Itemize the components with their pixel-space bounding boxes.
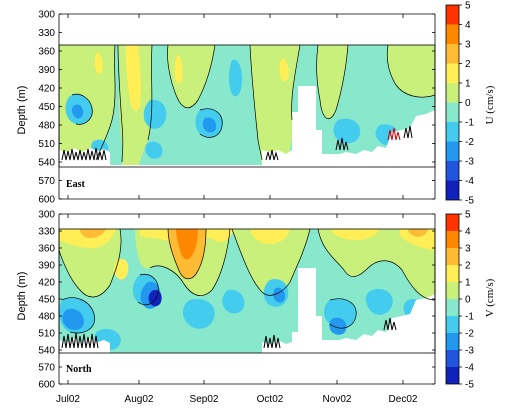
- east-y-tick-label: 360: [38, 47, 55, 58]
- east-y-tick-label: 450: [38, 102, 55, 113]
- north-colorbar-swatch: [446, 333, 459, 350]
- east-colorbar-swatch: [446, 63, 459, 83]
- north-colorbar-swatch: [446, 214, 459, 231]
- north-y-tick-label: 570: [38, 363, 55, 374]
- east-colorbar-swatch: [446, 24, 459, 44]
- east-y-label: Depth (m): [16, 86, 28, 135]
- north-colorbar-swatch: [446, 299, 459, 316]
- north-colorbar-tick-label: 1: [465, 278, 471, 289]
- north-panel-label: North: [66, 364, 92, 375]
- north-colorbar-tick-label: -1: [465, 312, 474, 323]
- east-field: [59, 45, 435, 167]
- north-y-tick-label: 600: [38, 380, 55, 391]
- east-colorbar-tick-label: -1: [465, 118, 474, 129]
- north-y-axis: 300 330 360 390 420 450 480 510 540 570 600: [38, 210, 436, 391]
- north-y-tick-label: 360: [38, 244, 55, 255]
- east-colorbar-tick-label: 5: [465, 1, 471, 12]
- north-colorbar-swatch: [446, 367, 459, 384]
- east-y-tick-label: 390: [38, 65, 55, 76]
- north-colorbar: 5 4 3 2 1 0 -1 -2 -3 -4 -5: [445, 210, 474, 391]
- east-colorbar-tick-label: 4: [465, 20, 471, 31]
- north-y-tick-label: 330: [38, 227, 55, 238]
- north-colorbar-tick-label: 0: [465, 295, 471, 306]
- x-tick-label: Sep02: [190, 394, 219, 405]
- north-colorbar-swatch: [446, 265, 459, 282]
- east-colorbar-swatch: [446, 141, 459, 161]
- east-y-axis: 300 330 360 390 420 450 480 510 540 570 600: [38, 10, 436, 206]
- panel-north: 300 330 360 390 420 450 480 510 540 570 600 Depth …: [16, 210, 436, 391]
- north-colorbar-tick-label: -3: [465, 346, 474, 357]
- east-panel-label: East: [66, 179, 86, 190]
- north-colorbar-swatch: [446, 316, 459, 333]
- x-tick-label: Nov02: [323, 394, 352, 405]
- x-tick-label: Oct02: [257, 394, 284, 405]
- east-colorbar-swatch: [446, 83, 459, 103]
- east-colorbar-tick-label: 3: [465, 40, 471, 51]
- north-y-label: Depth (m): [16, 272, 28, 321]
- north-y-tick-label: 480: [38, 312, 55, 323]
- east-colorbar-tick-label: 2: [465, 59, 471, 70]
- x-tick-label: Dec02: [389, 394, 418, 405]
- x-tick-label: Aug02: [125, 394, 154, 405]
- x-tick-label: Jul02: [56, 394, 80, 405]
- east-colorbar-label: U (cm/s): [484, 85, 496, 124]
- north-colorbar-swatch: [446, 350, 459, 367]
- east-colorbar-tick-label: 1: [465, 79, 471, 90]
- east-colorbar-tick-label: -4: [465, 176, 474, 187]
- east-x-axis: [67, 14, 404, 199]
- east-colorbar-tick-label: -2: [465, 137, 474, 148]
- north-colorbar-tick-label: 4: [465, 227, 471, 238]
- north-colorbar-swatch: [446, 231, 459, 248]
- north-colorbar-tick-label: -4: [465, 363, 474, 374]
- north-y-tick-label: 450: [38, 295, 55, 306]
- north-x-axis: [67, 214, 404, 384]
- north-colorbar-swatch: [446, 282, 459, 299]
- north-y-tick-label: 540: [38, 346, 55, 357]
- east-y-tick-label: 600: [38, 195, 55, 206]
- north-colorbar-tick-label: 5: [465, 210, 471, 221]
- north-y-tick-label: 420: [38, 278, 55, 289]
- east-colorbar: 5 4 3 2 1 0 -1 -2 -3 -4 -5: [445, 1, 474, 207]
- east-y-tick-label: 300: [38, 10, 55, 21]
- north-colorbar-swatch: [446, 248, 459, 265]
- north-colorbar-tick-label: -2: [465, 329, 474, 340]
- east-y-tick-label: 420: [38, 84, 55, 95]
- x-axis-labels: Jul02 Aug02 Sep02 Oct02 Nov02 Dec02: [56, 394, 418, 405]
- north-colorbar-label: V (cm/s): [484, 278, 496, 317]
- north-colorbar-tick-label: 3: [465, 244, 471, 255]
- east-y-tick-label: 570: [38, 176, 55, 187]
- east-colorbar-swatch: [446, 44, 459, 64]
- north-colorbar-tick-label: -5: [465, 380, 474, 391]
- east-colorbar-tick-label: 0: [465, 98, 471, 109]
- north-field: [59, 229, 435, 353]
- east-y-tick-label: 330: [38, 28, 55, 39]
- panel-east: 300 330 360 390 420 450 480 510 540 570 600 Depth …: [16, 10, 436, 206]
- north-colorbar-tick-label: 2: [465, 261, 471, 272]
- east-colorbar-swatch: [446, 122, 459, 142]
- north-y-tick-label: 390: [38, 261, 55, 272]
- east-colorbar-swatch: [446, 180, 459, 200]
- east-colorbar-swatch: [446, 5, 459, 25]
- north-y-tick-label: 510: [38, 329, 55, 340]
- east-colorbar-tick-label: -5: [465, 196, 474, 207]
- east-colorbar-swatch: [446, 161, 459, 181]
- east-colorbar-tick-label: -3: [465, 157, 474, 168]
- east-y-tick-label: 480: [38, 121, 55, 132]
- east-y-tick-label: 540: [38, 158, 55, 169]
- east-colorbar-swatch: [446, 102, 459, 122]
- north-y-tick-label: 300: [38, 210, 55, 221]
- east-y-tick-label: 510: [38, 139, 55, 150]
